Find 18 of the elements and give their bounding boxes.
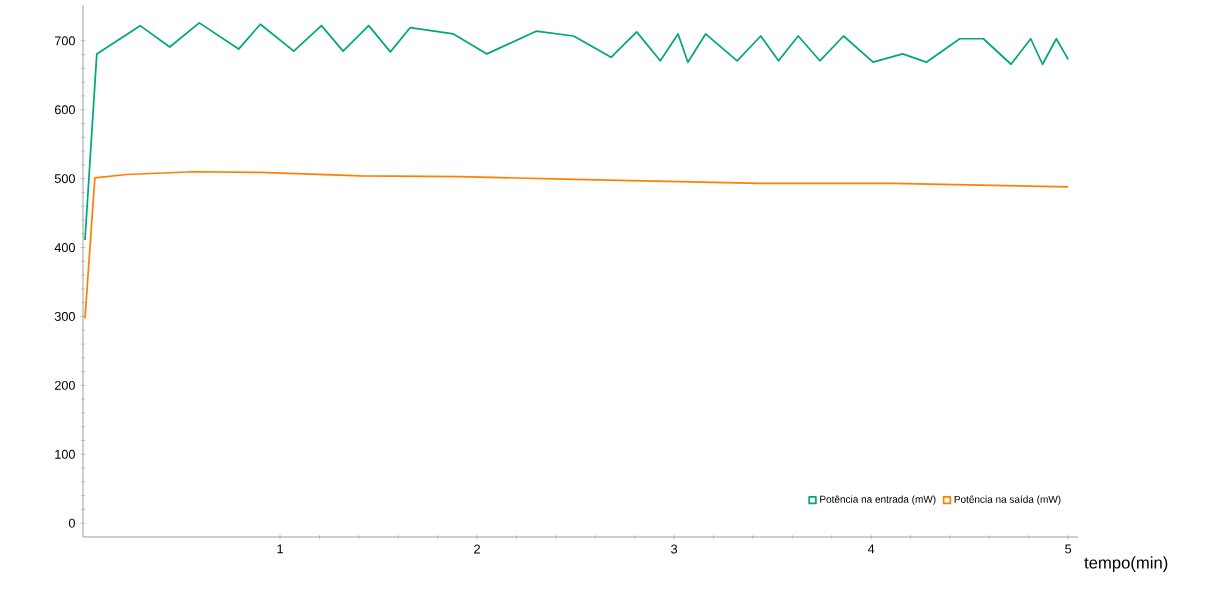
y-tick-label: 200 [54, 380, 75, 390]
x-tick-label: 3 [671, 544, 678, 554]
y-tick-label: 100 [55, 449, 75, 459]
y-tick-label: 600 [54, 105, 75, 115]
y-tick-label: 500 [54, 174, 75, 184]
x-axis-title: tempo(min) [1084, 556, 1168, 572]
line-series [84, 22, 1070, 241]
x-tick-label: 4 [867, 544, 875, 554]
x-tick-label: 5 [1065, 544, 1072, 554]
y-tick-label: 700 [54, 36, 75, 46]
y-tick-label: 400 [54, 243, 75, 253]
x-tick-label: 2 [474, 544, 480, 554]
y-tick-label: 300 [54, 311, 75, 321]
x-tick-label: 1 [277, 544, 283, 554]
line-series [84, 170, 1070, 320]
legend-label: Potência na saída (mW) [954, 495, 1061, 505]
legend-label: Potência na entrada (mW) [820, 495, 936, 505]
y-tick-label: 0 [68, 518, 75, 528]
